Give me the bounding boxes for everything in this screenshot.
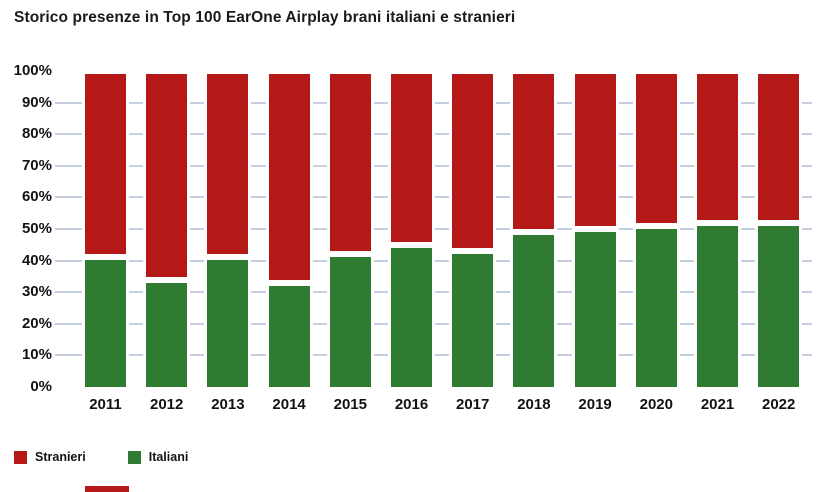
bar-2020-stranieri [632, 71, 680, 226]
bar-group-2015 [326, 71, 374, 387]
y-axis-label-100: 100% [13, 62, 52, 79]
bar-2012-italiani [143, 279, 191, 387]
bar-2014-stranieri [265, 71, 313, 283]
ytick-90 [55, 101, 64, 104]
bar-group-2019 [571, 71, 619, 387]
x-axis-label-2014: 2014 [272, 396, 306, 413]
y-axis-label-0: 0% [30, 378, 52, 395]
bar-2017-italiani [449, 251, 497, 387]
ytick-80 [55, 133, 64, 136]
x-axis-label-2012: 2012 [150, 396, 184, 413]
x-axis-label-2013: 2013 [211, 396, 245, 413]
gridline-30 [64, 291, 812, 294]
italiani-swatch-icon [127, 450, 141, 464]
bar-group-2022 [755, 71, 803, 387]
bar-2019-stranieri [571, 71, 619, 229]
bar-2017-stranieri [449, 71, 497, 252]
bar-2015-stranieri [326, 71, 374, 255]
legend-item-stranieri: Stranieri [14, 450, 86, 464]
y-axis-label-20: 20% [21, 314, 52, 332]
bar-2021-stranieri [694, 71, 741, 223]
x-axis-label-2017: 2017 [456, 396, 490, 413]
bar-2016-italiani [388, 244, 435, 387]
bar-group-2011 [82, 71, 129, 387]
bar-group-2018 [510, 71, 558, 387]
bar-2021-italiani [694, 222, 741, 387]
y-axis-label-70: 70% [21, 156, 52, 174]
y-axis-label-60: 60% [21, 188, 52, 206]
x-axis-label-2021: 2021 [700, 396, 735, 413]
bar-group-2012 [143, 71, 191, 387]
ytick-70 [55, 164, 64, 167]
y-axis-label-80: 80% [21, 125, 52, 143]
ytick-10 [55, 354, 64, 357]
bar-2016-stranieri [388, 71, 435, 245]
bar-2019-italiani [571, 229, 619, 387]
bar-2013-stranieri [204, 71, 252, 258]
x-axis-label-2016: 2016 [394, 396, 429, 413]
bar-group-2020 [632, 71, 680, 387]
bar-2018-italiani [510, 232, 558, 387]
y-axis-label-40: 40% [21, 251, 52, 269]
plot-area [64, 71, 812, 387]
gridline-40 [64, 259, 812, 262]
bar-2013-italiani [204, 257, 252, 387]
x-axis-label-2015: 2015 [333, 396, 367, 413]
y-axis-label-50: 50% [21, 220, 52, 237]
gridline-10 [64, 354, 812, 357]
legend-label-italiani: Italiani [148, 450, 189, 464]
bar-group-2021 [694, 71, 741, 387]
ytick-60 [55, 196, 64, 199]
legend-label-stranieri: Stranieri [35, 450, 86, 464]
legend-item-italiani: Italiani [127, 450, 189, 464]
bar-group-2017 [449, 71, 497, 387]
bar-2011-italiani [82, 257, 129, 387]
bar-2020-italiani [632, 225, 680, 387]
bar-2011-stranieri [82, 71, 129, 258]
x-axis-label-2011: 2011 [89, 396, 122, 413]
x-axis-label-2019: 2019 [578, 396, 612, 413]
gridline-90 [64, 101, 812, 104]
x-axis-label-2022: 2022 [762, 396, 796, 413]
gridline-50 [64, 228, 812, 230]
bar-group-2013 [204, 71, 252, 387]
ytick-40 [55, 259, 64, 262]
ytick-20 [55, 322, 64, 325]
x-axis-label-2020: 2020 [639, 396, 673, 413]
cropped-next-chart-fragment [85, 486, 129, 492]
ytick-30 [55, 291, 64, 294]
bar-2022-stranieri [755, 71, 803, 223]
bar-group-2016 [388, 71, 435, 387]
stranieri-swatch-icon [14, 450, 27, 464]
ytick-50 [55, 228, 64, 230]
gridline-80 [64, 133, 812, 136]
chart-title: Storico presenze in Top 100 EarOne Airpl… [14, 9, 516, 26]
gridline-20 [64, 322, 812, 325]
bar-2015-italiani [326, 254, 374, 387]
bar-2014-italiani [265, 282, 313, 387]
gridline-70 [64, 164, 812, 167]
bar-2022-italiani [755, 222, 803, 387]
y-axis-label-10: 10% [21, 346, 52, 364]
bar-group-2014 [265, 71, 313, 387]
bar-2018-stranieri [510, 71, 558, 233]
gridline-60 [64, 196, 812, 199]
legend: Stranieri Italiani [14, 450, 188, 464]
x-axis-label-2018: 2018 [517, 396, 551, 413]
y-axis-label-30: 30% [21, 283, 52, 301]
bar-2012-stranieri [143, 71, 191, 280]
y-axis-label-90: 90% [21, 93, 52, 111]
